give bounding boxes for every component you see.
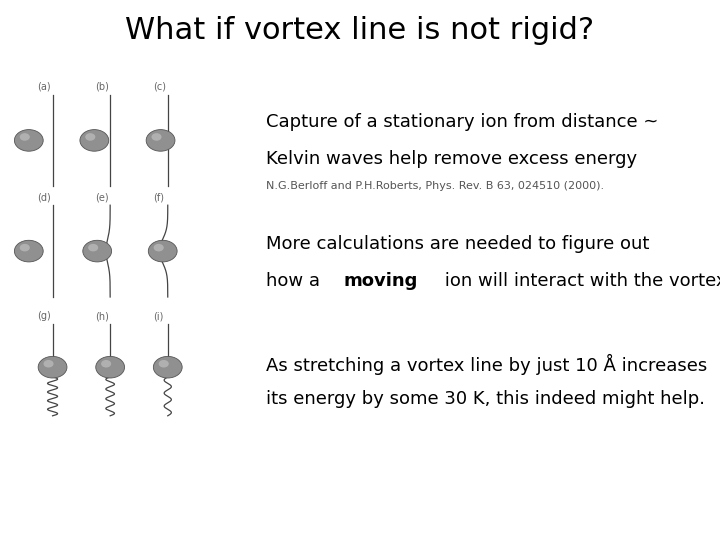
Text: (i): (i) bbox=[153, 311, 163, 321]
Circle shape bbox=[14, 130, 43, 151]
Circle shape bbox=[153, 244, 163, 252]
Text: (d): (d) bbox=[37, 192, 51, 202]
Text: (a): (a) bbox=[37, 82, 51, 92]
Text: (e): (e) bbox=[95, 192, 109, 202]
Circle shape bbox=[19, 133, 30, 141]
Circle shape bbox=[96, 356, 125, 378]
Text: As stretching a vortex line by just 10 Å increases: As stretching a vortex line by just 10 Å… bbox=[266, 354, 708, 375]
Circle shape bbox=[158, 360, 168, 368]
Text: (g): (g) bbox=[37, 311, 51, 321]
Text: (f): (f) bbox=[153, 192, 163, 202]
Text: Capture of a stationary ion from distance ~: Capture of a stationary ion from distanc… bbox=[266, 113, 665, 131]
Circle shape bbox=[14, 240, 43, 262]
Text: ion will interact with the vortex.: ion will interact with the vortex. bbox=[439, 272, 720, 289]
Circle shape bbox=[146, 130, 175, 151]
Circle shape bbox=[101, 360, 111, 368]
Text: (b): (b) bbox=[95, 82, 109, 92]
Circle shape bbox=[88, 244, 98, 252]
Text: (c): (c) bbox=[153, 82, 166, 92]
Circle shape bbox=[151, 133, 161, 141]
Circle shape bbox=[153, 356, 182, 378]
Text: moving: moving bbox=[343, 272, 418, 289]
Circle shape bbox=[85, 133, 95, 141]
Circle shape bbox=[19, 244, 30, 252]
Text: What if vortex line is not rigid?: What if vortex line is not rigid? bbox=[125, 16, 595, 45]
Text: More calculations are needed to figure out: More calculations are needed to figure o… bbox=[266, 235, 649, 253]
Circle shape bbox=[43, 360, 53, 368]
Circle shape bbox=[148, 240, 177, 262]
Text: how a: how a bbox=[266, 272, 326, 289]
Circle shape bbox=[83, 240, 112, 262]
Circle shape bbox=[80, 130, 109, 151]
Text: (h): (h) bbox=[95, 311, 109, 321]
Text: Kelvin waves help remove excess energy: Kelvin waves help remove excess energy bbox=[266, 150, 637, 168]
Circle shape bbox=[38, 356, 67, 378]
Text: its energy by some 30 K, this indeed might help.: its energy by some 30 K, this indeed mig… bbox=[266, 390, 706, 408]
Text: N.G.Berloff and P.H.Roberts, Phys. Rev. B 63, 024510 (2000).: N.G.Berloff and P.H.Roberts, Phys. Rev. … bbox=[266, 181, 605, 191]
